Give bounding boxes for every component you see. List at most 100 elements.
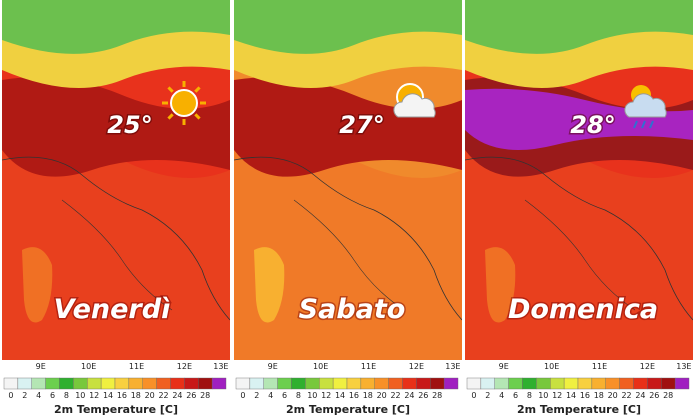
colorbar-cell bbox=[31, 377, 46, 390]
colorbar-cell bbox=[430, 377, 445, 390]
colorbar-cell bbox=[416, 377, 431, 390]
colorbar-cell bbox=[305, 377, 320, 390]
colorbar-cell bbox=[277, 377, 292, 390]
colorbar-cell bbox=[591, 377, 606, 390]
cloud-icon bbox=[393, 93, 436, 118]
colorbar-cell bbox=[184, 377, 199, 390]
colorbar-tick: 18 bbox=[363, 391, 373, 400]
colorbar-cell bbox=[100, 377, 116, 390]
colorbar-tick: 14 bbox=[103, 391, 113, 400]
temperature: 27° bbox=[339, 111, 384, 139]
rain-drop bbox=[633, 120, 638, 129]
coastline bbox=[61, 199, 173, 311]
sun-ray bbox=[167, 113, 174, 120]
colorbar-title: 2m Temperature [C] bbox=[54, 403, 178, 416]
colorbar-tick: 26 bbox=[418, 391, 428, 400]
colorbar-tick: 0 bbox=[8, 391, 13, 400]
colorbar-cell bbox=[605, 377, 620, 390]
colorbar-cell bbox=[87, 377, 102, 390]
colorbar-tick: 2 bbox=[22, 391, 27, 400]
colorbar-cell bbox=[73, 377, 88, 390]
colorbar-cell bbox=[466, 377, 482, 390]
longitude-label: 13E bbox=[445, 362, 460, 371]
colorbar-tick: 22 bbox=[390, 391, 400, 400]
colorbar-cell bbox=[156, 377, 171, 390]
colorbar-title: 2m Temperature [C] bbox=[517, 403, 641, 416]
colorbar-tick: 24 bbox=[404, 391, 414, 400]
colorbar-tick: 24 bbox=[635, 391, 645, 400]
sun-ray bbox=[194, 113, 201, 120]
colorbar-tick: 28 bbox=[432, 391, 442, 400]
rain-drop bbox=[641, 120, 646, 129]
colorbar-cell bbox=[550, 377, 565, 390]
map-panel: 28° Domenica 9E 10E 11E 12E 13E bbox=[465, 0, 693, 372]
lon-strip bbox=[2, 360, 230, 372]
colorbar-tick: 26 bbox=[186, 391, 196, 400]
colorbar-tick: 6 bbox=[50, 391, 55, 400]
colorbar-cell bbox=[170, 377, 185, 390]
colorbar-tick: 12 bbox=[89, 391, 99, 400]
longitude-label: 9E bbox=[268, 362, 278, 371]
colorbar-cell bbox=[249, 377, 264, 390]
colorbar-cell bbox=[563, 377, 579, 390]
colorbar-cell bbox=[128, 377, 143, 390]
longitude-label: 11E bbox=[129, 362, 144, 371]
colorbar-cell bbox=[319, 377, 334, 390]
colorbar-cell bbox=[114, 377, 130, 390]
longitude-label: 12E bbox=[177, 362, 192, 371]
coastline bbox=[234, 156, 462, 321]
colorbar-tick: 20 bbox=[608, 391, 618, 400]
land-area bbox=[485, 247, 516, 323]
colorbar-tick: 4 bbox=[499, 391, 504, 400]
longitude-label: 10E bbox=[544, 362, 559, 371]
map-panel: 25° Venerdì 9E 10E 11E 12E 13E bbox=[2, 0, 230, 372]
colorbar-cell bbox=[402, 377, 417, 390]
colorbar-tick: 18 bbox=[131, 391, 141, 400]
colorbar-tick: 26 bbox=[649, 391, 659, 400]
longitude-label: 13E bbox=[676, 362, 691, 371]
colorbar-tick: 8 bbox=[527, 391, 532, 400]
colorbar-cell bbox=[633, 377, 648, 390]
colorbar-tick: 10 bbox=[307, 391, 317, 400]
colorbar-tick: 28 bbox=[663, 391, 673, 400]
colorbar-cell bbox=[346, 377, 362, 390]
longitude-label: 11E bbox=[361, 362, 376, 371]
colorbar-tick: 8 bbox=[296, 391, 301, 400]
day-name: Sabato bbox=[299, 294, 406, 325]
colorbar-tick: 22 bbox=[158, 391, 168, 400]
coastline bbox=[2, 156, 230, 321]
temperature: 28° bbox=[570, 111, 615, 139]
day-name: Domenica bbox=[508, 294, 658, 325]
colorbar-cell bbox=[388, 377, 403, 390]
hot-band bbox=[234, 77, 462, 177]
colorbar-cell bbox=[235, 377, 251, 390]
colorbar-cell bbox=[647, 377, 662, 390]
warm-area bbox=[465, 142, 693, 372]
colorbar-tick: 10 bbox=[538, 391, 548, 400]
colorbar-cell bbox=[374, 377, 389, 390]
cold-band bbox=[465, 0, 693, 54]
cloud-icon bbox=[624, 93, 667, 118]
colorbar-tick: 22 bbox=[621, 391, 631, 400]
colorbar-tick: 2 bbox=[254, 391, 259, 400]
warm-area bbox=[2, 142, 230, 372]
colorbar-cell bbox=[577, 377, 593, 390]
coastline bbox=[465, 156, 693, 321]
colorbar-cell bbox=[494, 377, 509, 390]
coastline bbox=[524, 199, 636, 311]
longitude-label: 12E bbox=[640, 362, 655, 371]
colorbar-tick: 10 bbox=[75, 391, 85, 400]
colorbar-tick: 28 bbox=[200, 391, 210, 400]
colorbar-cell bbox=[198, 377, 213, 390]
day-name: Venerdì bbox=[54, 294, 171, 325]
colorbar-cell bbox=[522, 377, 537, 390]
colorbar-cell bbox=[332, 377, 348, 390]
colorbar-cell bbox=[211, 377, 227, 390]
colorbar-cell bbox=[59, 377, 74, 390]
longitude-label: 12E bbox=[409, 362, 424, 371]
colorbar-cell bbox=[480, 377, 495, 390]
warm-area bbox=[234, 142, 462, 372]
colorbar-tick: 6 bbox=[282, 391, 287, 400]
colorbar-cell bbox=[443, 377, 459, 390]
longitude-label: 10E bbox=[81, 362, 96, 371]
